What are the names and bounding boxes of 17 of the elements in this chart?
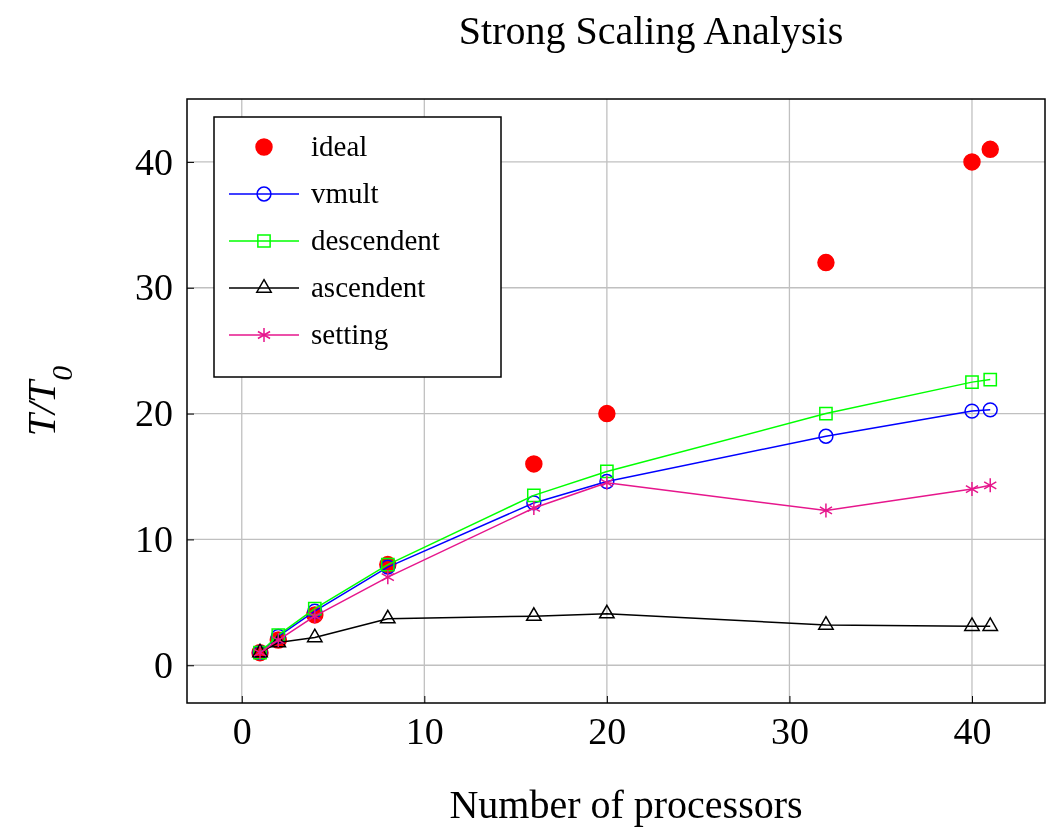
legend-label: ideal [311, 130, 368, 162]
x-tick-label: 10 [405, 709, 444, 752]
x-tick-label: 40 [953, 709, 992, 752]
y-tick-label: 40 [135, 140, 173, 183]
legend-label: ascendent [311, 271, 426, 303]
x-tick-label: 30 [770, 709, 809, 752]
x-axis-title: Number of processors [449, 782, 803, 827]
x-tick-label: 0 [232, 709, 252, 752]
chart-title: Strong Scaling Analysis [458, 8, 844, 53]
legend-label: vmult [311, 177, 379, 209]
y-tick-label: 10 [135, 518, 173, 561]
y-tick-label: 0 [154, 643, 173, 686]
y-tick-label: 30 [135, 266, 173, 309]
legend-label: setting [311, 318, 389, 350]
legend-label: descendent [311, 224, 440, 256]
y-tick-label: 20 [135, 392, 173, 435]
x-tick-label: 20 [588, 709, 627, 752]
